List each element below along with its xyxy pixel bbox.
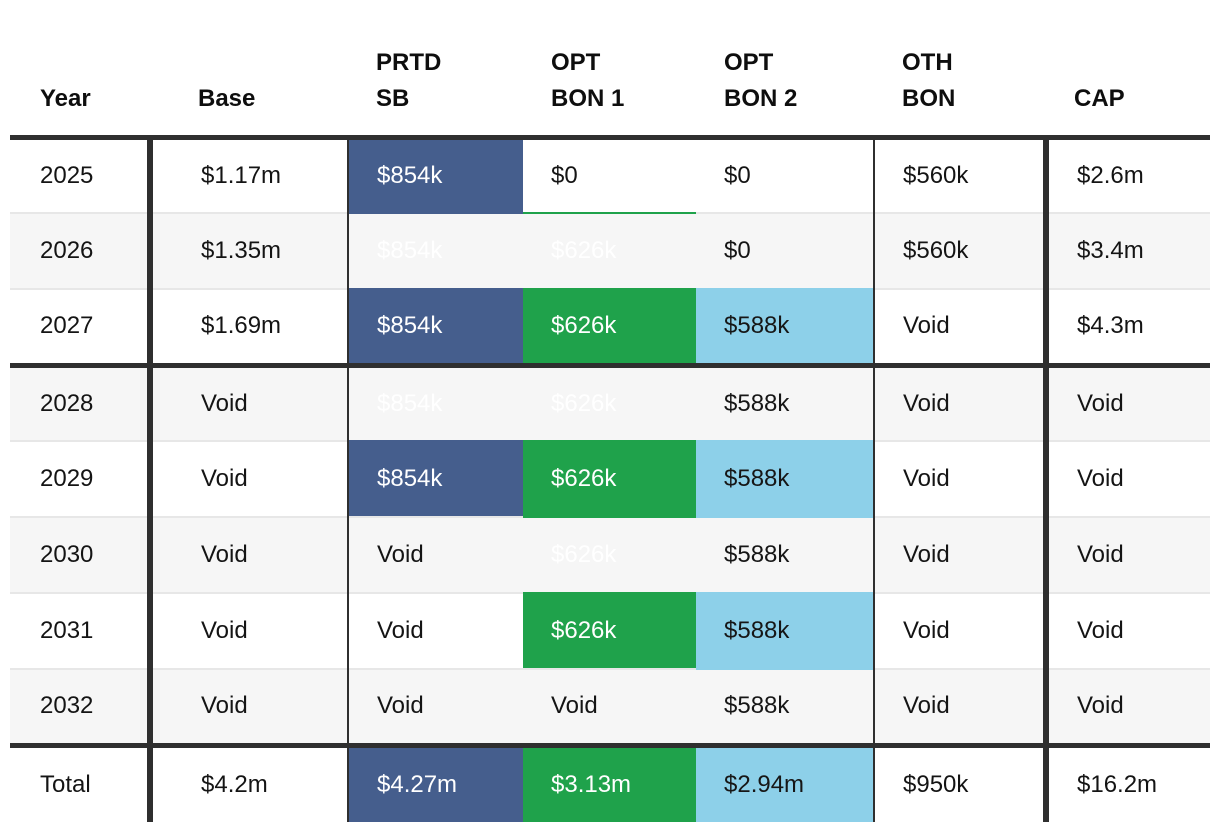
cell-base: $1.17m	[150, 137, 348, 213]
cell-prtd-sb: Void	[347, 516, 523, 593]
cell-base: Void	[150, 362, 348, 441]
cell-prtd-sb: $854k	[347, 362, 523, 441]
cell-year: 2026	[10, 212, 153, 289]
cell-base: $1.35m	[150, 212, 348, 289]
cell-oth-bon: $560k	[873, 137, 1046, 213]
cell-year: 2029	[10, 440, 153, 517]
cell-prtd-sb: Void	[347, 668, 523, 745]
cell-cap: Void	[1043, 440, 1210, 517]
table-row-2026: 2026 $1.35m $854k $626k $0 $560k $3.4m	[10, 212, 1210, 289]
col-header-prtd-sb: PRTD SB	[348, 0, 523, 140]
cell-opt-bon-2: $588k	[696, 668, 874, 745]
cell-total-oth-bon: $950k	[873, 742, 1046, 822]
header-row: Year Base PRTD SB OPT BON 1 OPT BON 2 OT…	[10, 0, 1210, 140]
table-row-2032: 2032 Void Void Void $588k Void Void	[10, 668, 1210, 745]
cell-total-opt-bon-1: $3.13m	[523, 742, 696, 822]
cell-prtd-sb: $854k	[347, 137, 523, 213]
cell-year: 2027	[10, 288, 153, 365]
table-body: 2025 $1.17m $854k $0 $0 $560k $2.6m 2026…	[10, 137, 1210, 822]
col-header-cap: CAP	[1046, 0, 1210, 140]
cell-opt-bon-2: $588k	[696, 516, 874, 593]
cell-cap: $3.4m	[1043, 212, 1210, 289]
cell-prtd-sb: Void	[347, 592, 523, 669]
table-row-2027: 2027 $1.69m $854k $626k $588k Void $4.3m	[10, 288, 1210, 365]
cell-year: 2028	[10, 362, 153, 441]
cell-opt-bon-2: $588k	[696, 592, 874, 669]
cell-opt-bon-1: $626k	[523, 440, 696, 517]
salary-cap-table: Year Base PRTD SB OPT BON 1 OPT BON 2 OT…	[10, 0, 1210, 822]
cell-opt-bon-1: $626k	[523, 212, 696, 289]
cell-opt-bon-2: $588k	[696, 362, 874, 441]
cell-total-cap: $16.2m	[1043, 742, 1210, 822]
cell-opt-bon-1: $626k	[523, 592, 696, 669]
cell-prtd-sb: $854k	[347, 212, 523, 289]
cell-opt-bon-1: $0	[523, 137, 696, 213]
cell-opt-bon-2: $0	[696, 212, 874, 289]
cell-opt-bon-2: $588k	[696, 440, 874, 517]
cell-cap: Void	[1043, 592, 1210, 669]
cell-cap: Void	[1043, 516, 1210, 593]
cell-base: Void	[150, 592, 348, 669]
col-header-opt-bon-1: OPT BON 1	[523, 0, 696, 140]
cell-year: 2030	[10, 516, 153, 593]
table-row-2025: 2025 $1.17m $854k $0 $0 $560k $2.6m	[10, 137, 1210, 213]
cell-opt-bon-2: $0	[696, 137, 874, 213]
table-row-2031: 2031 Void Void $626k $588k Void Void	[10, 592, 1210, 669]
cell-year: 2031	[10, 592, 153, 669]
table-row-total: Total $4.2m $4.27m $3.13m $2.94m $950k $…	[10, 742, 1210, 822]
table-row-2030: 2030 Void Void $626k $588k Void Void	[10, 516, 1210, 593]
cell-base: $1.69m	[150, 288, 348, 365]
cell-oth-bon: Void	[873, 592, 1046, 669]
cell-opt-bon-1: $626k	[523, 516, 696, 593]
col-header-year: Year	[10, 0, 150, 140]
cell-base: Void	[150, 668, 348, 745]
cell-cap: Void	[1043, 362, 1210, 441]
cell-cap: $4.3m	[1043, 288, 1210, 365]
cell-base: Void	[150, 440, 348, 517]
cell-oth-bon: $560k	[873, 212, 1046, 289]
cell-opt-bon-1: $626k	[523, 362, 696, 441]
cell-opt-bon-1: $626k	[523, 288, 696, 365]
col-header-oth-bon: OTH BON	[874, 0, 1046, 140]
cell-oth-bon: Void	[873, 362, 1046, 441]
cell-year: 2025	[10, 137, 153, 213]
table-row-2029: 2029 Void $854k $626k $588k Void Void	[10, 440, 1210, 517]
cell-oth-bon: Void	[873, 668, 1046, 745]
table-row-2028: 2028 Void $854k $626k $588k Void Void	[10, 362, 1210, 441]
col-header-opt-bon-2: OPT BON 2	[696, 0, 874, 140]
cell-prtd-sb: $854k	[347, 440, 523, 517]
col-header-base: Base	[150, 0, 348, 140]
cell-oth-bon: Void	[873, 516, 1046, 593]
cell-cap: Void	[1043, 668, 1210, 745]
table-header: Year Base PRTD SB OPT BON 1 OPT BON 2 OT…	[10, 0, 1210, 140]
cell-total-prtd-sb: $4.27m	[347, 742, 523, 822]
cell-opt-bon-1: Void	[523, 668, 696, 745]
cell-year: 2032	[10, 668, 153, 745]
cell-total-opt-bon-2: $2.94m	[696, 742, 874, 822]
cell-total-label: Total	[10, 742, 153, 822]
cell-oth-bon: Void	[873, 440, 1046, 517]
cell-total-base: $4.2m	[150, 742, 348, 822]
cell-opt-bon-2: $588k	[696, 288, 874, 365]
cell-base: Void	[150, 516, 348, 593]
cell-cap: $2.6m	[1043, 137, 1210, 213]
cell-oth-bon: Void	[873, 288, 1046, 365]
cell-prtd-sb: $854k	[347, 288, 523, 365]
